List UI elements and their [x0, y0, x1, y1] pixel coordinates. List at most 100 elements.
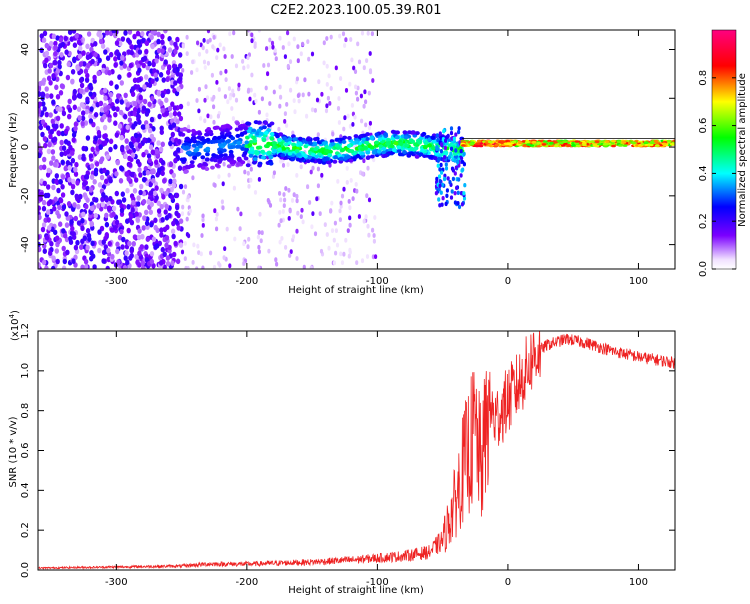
x-tick-label: -100: [366, 577, 389, 588]
spectrogram-cell: [202, 59, 207, 65]
spectrogram-cell: [299, 214, 303, 220]
spectrogram-cell: [172, 178, 177, 184]
spectrogram-cell: [329, 86, 333, 91]
spectrogram-cell: [193, 148, 199, 153]
spectrogram-cell: [352, 65, 356, 71]
spectrogram-cell: [40, 226, 46, 233]
spectrogram-cell: [73, 125, 78, 132]
spectrogram-cell: [130, 136, 135, 142]
spectrogram-cell: [281, 146, 287, 151]
spectrogram-cell: [404, 143, 409, 148]
spectrogram-cell: [362, 103, 366, 109]
spectrogram-cell: [218, 153, 224, 158]
spectrogram-cell: [165, 224, 170, 231]
spectrogram-cell: [430, 135, 436, 140]
spectrogram-cell: [83, 264, 89, 269]
spectrogram-cell: [397, 152, 403, 157]
spectrogram-cell: [165, 255, 171, 261]
spectrogram-cell: [342, 126, 346, 132]
spectrogram-cell: [154, 148, 159, 155]
spectrogram-cell: [109, 80, 114, 86]
spectrogram-cell: [163, 59, 168, 65]
spectrogram-cell: [371, 78, 375, 83]
spectrogram-cell: [453, 158, 457, 163]
spectrogram-cell: [137, 167, 142, 173]
spectrogram-cell: [50, 118, 55, 125]
spectrogram-cell: [62, 232, 68, 239]
spectrogram-cell: [72, 104, 78, 111]
spectrogram-cell: [457, 126, 461, 131]
spectrogram-cell: [487, 140, 493, 144]
spectrogram-cell: [113, 62, 118, 68]
spectrogram-cell: [365, 156, 371, 160]
spectrogram-cell: [367, 197, 372, 203]
spectrogram-cell: [353, 69, 358, 74]
spectrogram-cell: [373, 215, 377, 220]
spectrogram-cell: [122, 265, 128, 269]
spectrogram-cell: [142, 170, 147, 176]
spectrogram-cell: [114, 190, 120, 197]
spectrogram-cell: [106, 104, 111, 111]
spectrogram-cell: [176, 225, 181, 231]
spectrogram-cell: [228, 149, 234, 154]
spectrogram-cell: [72, 95, 77, 101]
spectrogram-cell: [71, 178, 76, 185]
spectrogram-cell: [51, 99, 56, 105]
spectrogram-cell: [446, 176, 450, 181]
spectrogram-cell: [173, 49, 178, 55]
spectrogram-cell: [178, 52, 183, 58]
spectrogram-cell: [97, 138, 102, 145]
spectrogram-cell: [119, 60, 124, 66]
spectrogram-cell: [349, 149, 355, 154]
spectrogram-cell: [167, 105, 173, 112]
spectrogram-cell: [217, 87, 221, 92]
x-tick-label: 100: [629, 577, 648, 588]
spectrogram-cell: [521, 140, 527, 143]
spectrogram-cell: [147, 60, 152, 67]
spectrogram-cell: [249, 147, 255, 152]
spectrogram-cell: [340, 147, 346, 152]
spectrogram-cell: [44, 42, 49, 49]
spectrogram-cell: [70, 150, 75, 156]
spectrogram-cell: [350, 103, 354, 108]
spectrogram-cell: [456, 160, 460, 165]
spectrogram-cell: [231, 88, 235, 94]
spectrogram-cell: [334, 250, 338, 256]
spectrogram-cell: [446, 133, 450, 139]
spectrogram-cell: [434, 151, 440, 156]
spectrogram-cell: [217, 142, 223, 147]
spectrogram-cell: [132, 77, 138, 84]
spectrogram-cell: [115, 49, 120, 55]
spectrogram-cell: [457, 177, 461, 182]
colorbar-label: Normalized spectral amplitude: [737, 73, 748, 227]
spectrogram-cell: [114, 40, 120, 46]
spectrogram-cell: [106, 256, 111, 263]
spectrogram-cell: [354, 84, 358, 90]
spectrogram-cell: [171, 233, 176, 240]
spectrogram-cell: [295, 157, 301, 162]
spectrogram-cell: [45, 125, 51, 131]
spectrogram-cell: [85, 244, 90, 251]
spectrogram-cell: [341, 31, 346, 37]
spectrogram-cell: [173, 157, 178, 164]
spectrogram-cell: [197, 51, 202, 57]
spectrogram-cell: [217, 174, 221, 180]
spectrogram-cell: [455, 185, 459, 191]
spectrogram-cell: [65, 160, 71, 166]
spectrogram-cell: [119, 228, 124, 235]
spectrogram-cell: [306, 39, 310, 44]
colorbar-tick-label: 0.4: [698, 165, 709, 181]
spectrogram-cell: [115, 98, 120, 104]
spectrogram-cell: [123, 153, 128, 159]
spectrogram-cell: [58, 197, 64, 204]
spectrogram-cell: [113, 32, 118, 39]
spectrogram-cell: [313, 137, 318, 142]
spectrogram-cell: [131, 199, 136, 206]
spectrogram-cell: [332, 237, 336, 243]
spectrogram-cell: [127, 72, 132, 78]
spectrogram-cell: [428, 154, 434, 159]
spectrogram-cell: [602, 142, 608, 146]
spectrogram-cell: [273, 48, 277, 53]
spectrogram-cell: [144, 257, 150, 263]
spectrogram-cell: [78, 68, 84, 75]
